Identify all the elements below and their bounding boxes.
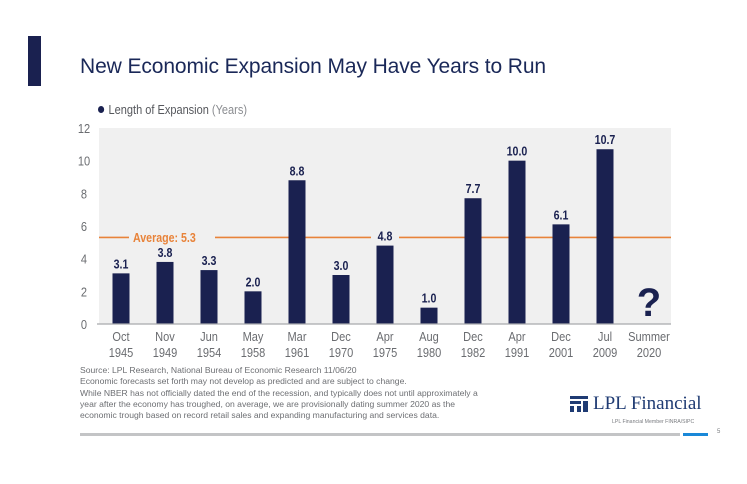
y-tick-label: 2	[81, 284, 87, 299]
x-tick-label-month: Jun	[200, 329, 218, 344]
footer-divider	[80, 433, 680, 436]
bar	[464, 198, 482, 324]
x-tick-label-month: Apr	[508, 329, 525, 344]
data-label: 3.0	[334, 259, 349, 273]
x-tick-label-year: 1991	[505, 345, 530, 360]
footnote-source: Source: LPL Research, National Bureau of…	[80, 365, 357, 375]
title-accent-bar	[28, 36, 41, 86]
bar	[244, 291, 262, 324]
data-label: 3.8	[158, 246, 173, 260]
x-tick-label-year: 1982	[461, 345, 486, 360]
x-tick-label-month: Oct	[112, 329, 130, 344]
average-line-label: Average: 5.3	[133, 231, 196, 245]
legend-label: Length of Expansion	[108, 103, 209, 117]
bar	[420, 307, 438, 324]
bar	[376, 245, 394, 324]
x-tick-label-month: Aug	[419, 329, 439, 344]
bar	[508, 160, 526, 324]
y-tick-label: 4	[81, 252, 87, 267]
data-label: 3.3	[202, 254, 217, 268]
x-tick-label-month: Dec	[551, 329, 571, 344]
x-tick-label-month: May	[243, 329, 264, 344]
x-tick-label-year: 1970	[329, 345, 354, 360]
x-tick-label-month: Mar	[287, 329, 306, 344]
x-tick-label-year: 1945	[109, 345, 134, 360]
x-tick-label-year: 2001	[549, 345, 574, 360]
x-tick-label-year: 1961	[285, 345, 310, 360]
x-tick-label-year: 1954	[197, 345, 222, 360]
data-label: 6.1	[554, 209, 569, 223]
chart-legend: Length of Expansion (Years)	[98, 103, 247, 117]
data-label: 7.7	[466, 182, 481, 196]
x-axis-ticks: Oct1945Nov1949Jun1954May1958Mar1961Dec19…	[109, 329, 670, 360]
logo-text: LPL Financial	[593, 393, 702, 414]
x-tick-label-year: 1958	[241, 345, 266, 360]
data-label-bg	[371, 228, 399, 243]
footnotes: Source: LPL Research, National Bureau of…	[80, 365, 478, 421]
bar	[200, 270, 218, 324]
legend-marker-icon	[98, 106, 105, 113]
lpl-logo-icon	[570, 396, 588, 412]
x-tick-label-month: Dec	[331, 329, 351, 344]
y-axis-ticks: 0 2 4 6 8 10 12	[78, 121, 91, 332]
x-tick-label-month: Summer	[628, 329, 670, 344]
page-number: 5	[717, 429, 721, 435]
y-tick-label: 6	[81, 219, 87, 234]
footnote-disclaimer: Economic forecasts set forth may not dev…	[80, 376, 407, 387]
footer-accent-bar	[683, 433, 708, 436]
x-tick-label-year: 2009	[593, 345, 618, 360]
bar	[552, 224, 570, 324]
data-label: 2.0	[246, 276, 261, 290]
y-tick-label: 12	[78, 121, 91, 136]
footnote-note-3: economic trough based on record retail s…	[80, 410, 440, 421]
x-tick-label-year: 1975	[373, 345, 398, 360]
bar	[288, 180, 306, 324]
data-label: 10.7	[595, 133, 616, 147]
member-disclosure: LPL Financial Member FINRA/SIPC	[612, 419, 695, 425]
footnote-note-2: year after the economy has troughed, on …	[80, 398, 455, 409]
x-tick-label-month: Nov	[155, 329, 175, 344]
slide-title: New Economic Expansion May Have Years to…	[80, 55, 547, 78]
bars: 3.1 3.8 3.3 2.0 8.8 3.0 4.8 1.0 7.7 10.0 6.1 10.7?	[112, 133, 661, 325]
data-label: 8.8	[290, 164, 305, 178]
data-label: 1.0	[422, 292, 437, 306]
bar	[332, 275, 350, 324]
y-tick-label: 8	[81, 186, 87, 201]
y-tick-label: 10	[78, 154, 91, 169]
lpl-logo: LPL Financial	[570, 393, 702, 415]
bar	[596, 149, 614, 324]
x-tick-label-month: Jul	[598, 329, 612, 344]
legend-unit: (Years)	[211, 103, 247, 117]
bar	[112, 273, 130, 324]
bar	[156, 261, 174, 324]
y-tick-label: 0	[81, 317, 87, 332]
data-label: 10.0	[507, 145, 528, 159]
x-tick-label-year: 1949	[153, 345, 178, 360]
x-tick-label-month: Dec	[463, 329, 483, 344]
unknown-value-marker: ?	[637, 281, 661, 325]
x-tick-label-year: 2020	[637, 345, 662, 360]
x-tick-label-month: Apr	[376, 329, 393, 344]
x-tick-label-year: 1980	[417, 345, 442, 360]
data-label: 4.8	[378, 230, 393, 244]
data-label: 3.1	[114, 258, 129, 272]
footnote-note-1: While NBER has not officially dated the …	[80, 387, 478, 398]
